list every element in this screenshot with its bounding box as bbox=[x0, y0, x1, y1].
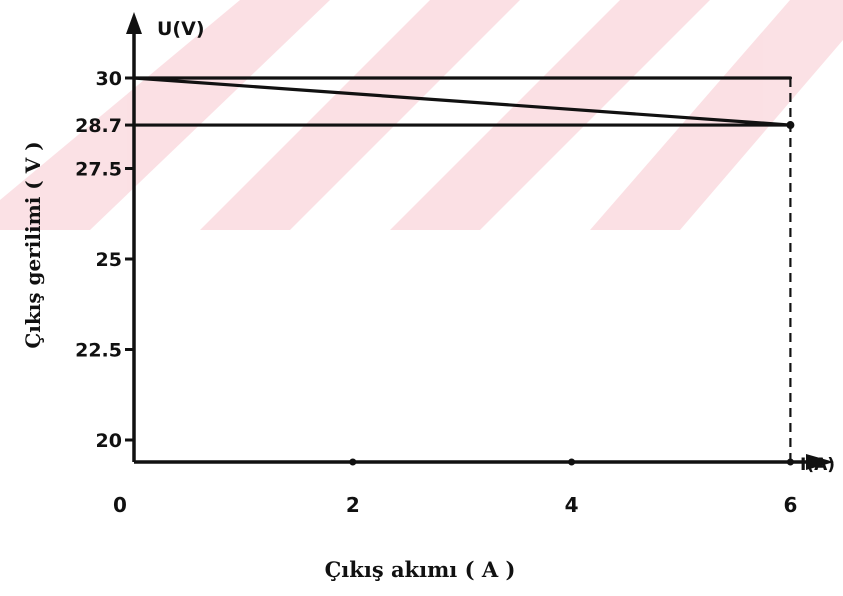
y-ticks: 30 28.7 27.5 25 22.5 20 bbox=[75, 68, 134, 452]
y-axis-tag: U(V) bbox=[157, 18, 205, 40]
y-axis-arrow bbox=[126, 12, 142, 34]
x-tick-label-0: 0 bbox=[113, 493, 127, 517]
y-tick-label-4: 22.5 bbox=[75, 340, 122, 362]
series-lines bbox=[132, 76, 795, 130]
watermark bbox=[0, 0, 843, 230]
y-tick-label-0: 30 bbox=[96, 68, 122, 90]
x-tick-mark-1 bbox=[349, 458, 357, 466]
y-tick-label-1: 28.7 bbox=[75, 115, 122, 137]
y-tick-label-5: 20 bbox=[96, 430, 122, 452]
x-axis-arrow bbox=[806, 454, 834, 470]
x-axis-tag: I(A) bbox=[800, 455, 835, 475]
series-line-1 bbox=[132, 76, 793, 127]
x-tick-label-3: 6 bbox=[783, 493, 797, 517]
series-endpoint bbox=[786, 121, 795, 130]
y-axis-label: Çıkış gerilimi ( V ) bbox=[21, 141, 45, 348]
axes bbox=[126, 12, 834, 470]
x-axis-label: Çıkış akımı ( A ) bbox=[325, 557, 516, 582]
x-ticks: 0 2 4 6 bbox=[113, 458, 797, 517]
x-tick-label-1: 2 bbox=[346, 493, 360, 517]
x-tick-mark-3 bbox=[786, 458, 794, 466]
y-tick-label-3: 25 bbox=[96, 249, 122, 271]
x-tick-label-2: 4 bbox=[565, 493, 579, 517]
x-tick-mark-2 bbox=[568, 458, 576, 466]
y-tick-label-2: 27.5 bbox=[75, 159, 122, 181]
